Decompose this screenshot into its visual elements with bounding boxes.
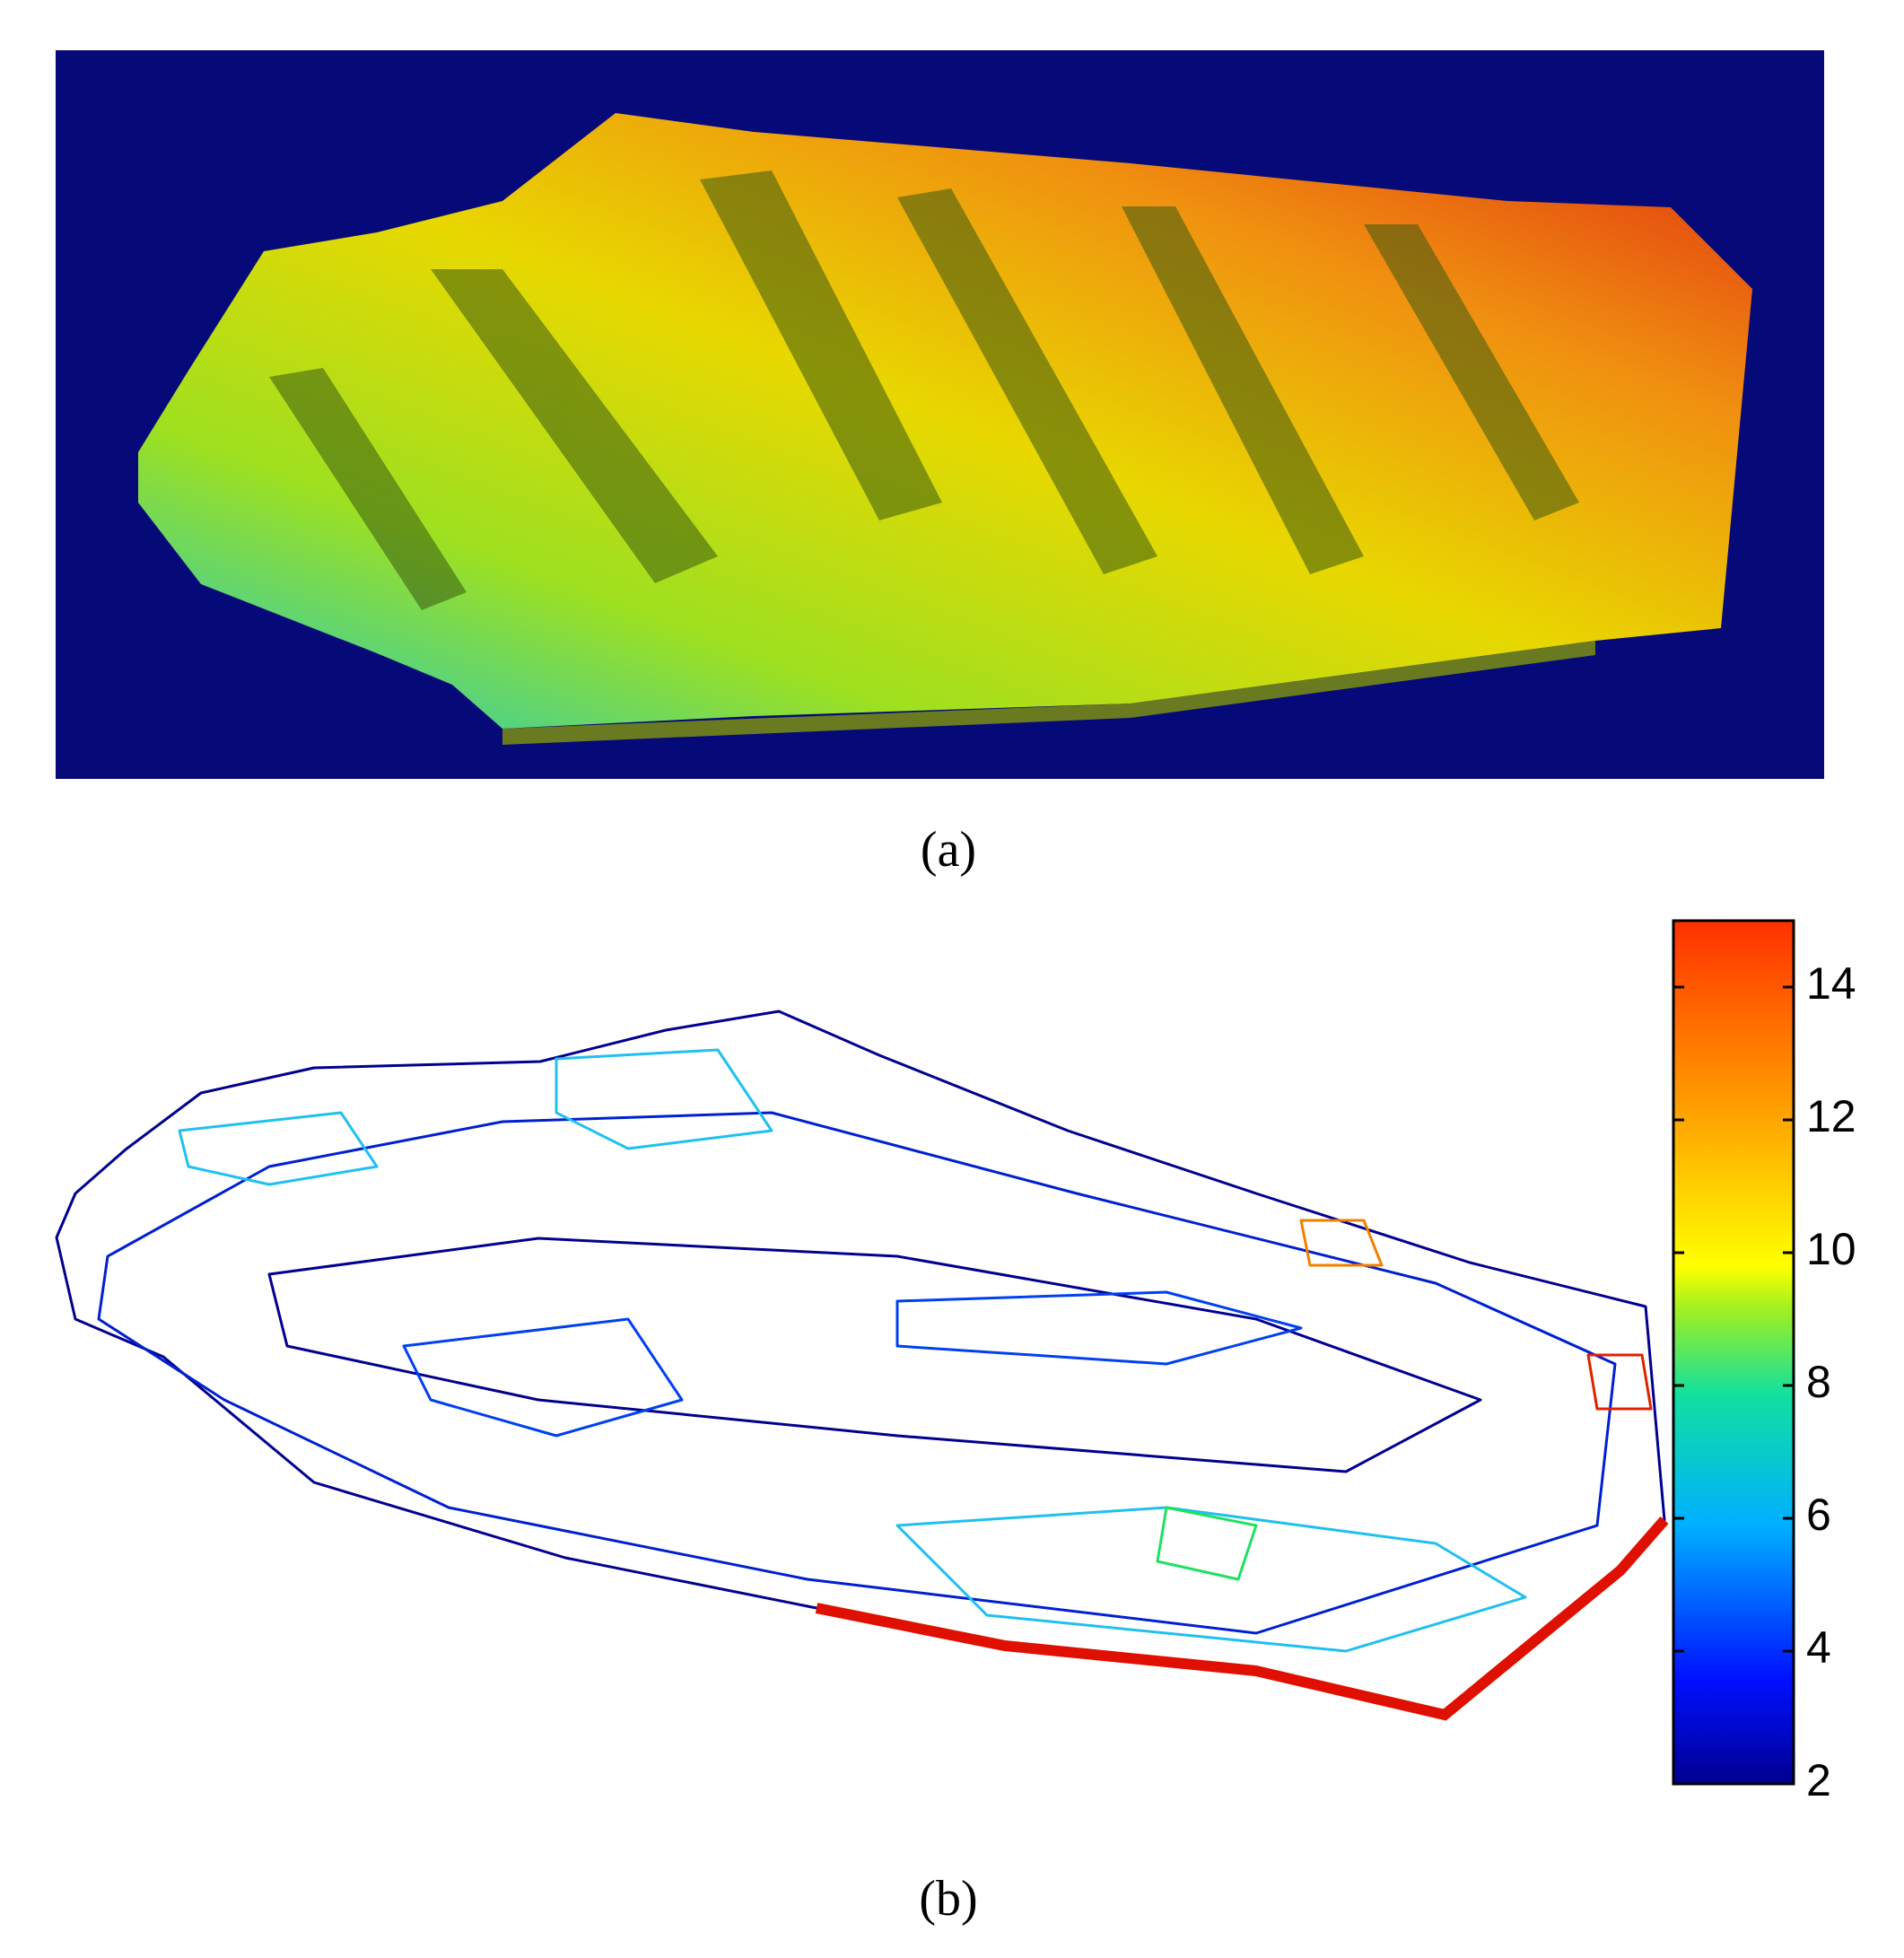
colorbar-tick-label: 10 bbox=[1806, 1224, 1856, 1274]
contour-edge bbox=[815, 1517, 1669, 1721]
colorbar-tick-label: 14 bbox=[1806, 958, 1856, 1009]
contours bbox=[97, 1048, 1653, 1653]
colorbar-tick-label: 4 bbox=[1806, 1622, 1831, 1673]
colorbar bbox=[1672, 919, 1795, 1786]
colorbar-tick-label: 8 bbox=[1806, 1357, 1831, 1407]
colorbar-tick-label: 6 bbox=[1806, 1490, 1831, 1540]
panel-label: (b) bbox=[919, 1871, 977, 1927]
surface-skirt bbox=[502, 641, 1595, 745]
panel-label: (a) bbox=[921, 822, 976, 878]
colorbar-tick-label: 12 bbox=[1806, 1091, 1856, 1141]
colorbar-tick-label: 2 bbox=[1806, 1755, 1831, 1805]
contour-outline bbox=[55, 1010, 1666, 1717]
surface-shading bbox=[269, 170, 1579, 610]
surface bbox=[138, 113, 1752, 729]
